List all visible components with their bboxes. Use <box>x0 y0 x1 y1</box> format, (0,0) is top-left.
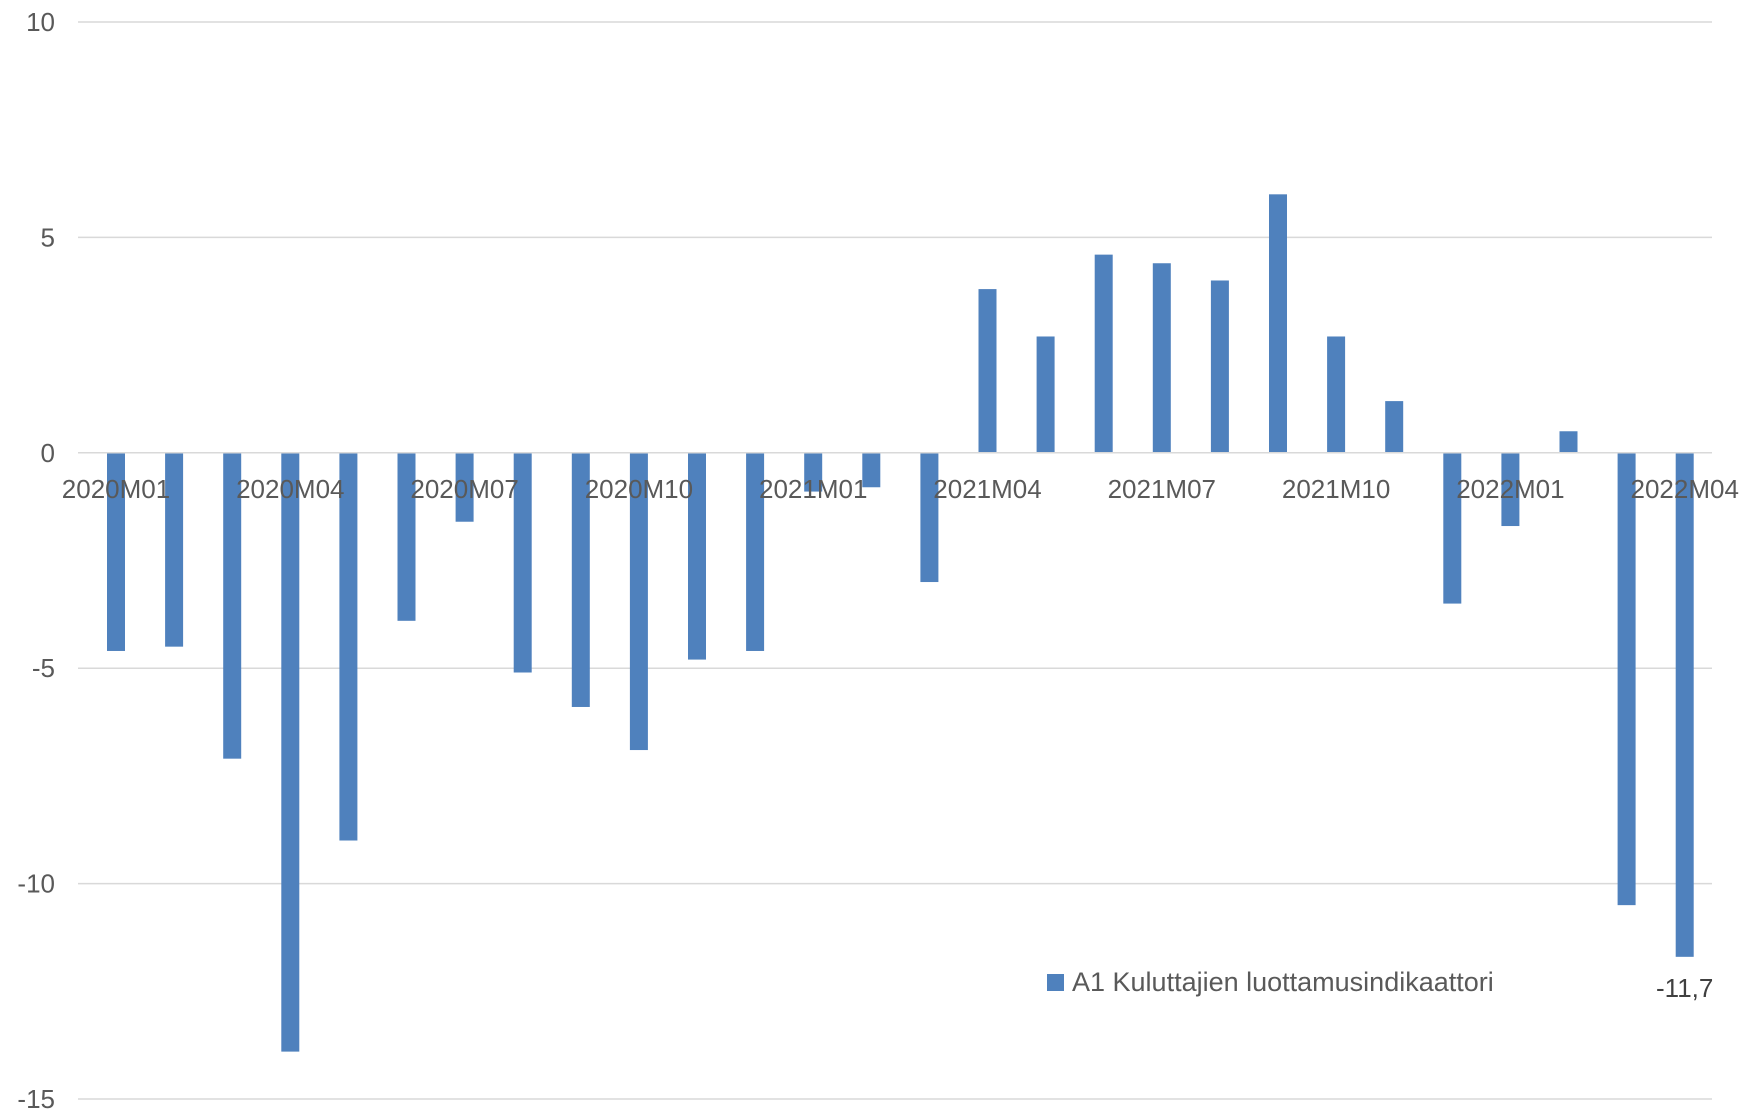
bar: 2021M11: 1.2 <box>1385 401 1404 453</box>
bar: 2021M07: 4.4 <box>1152 263 1171 453</box>
gridlines <box>78 21 1712 1100</box>
y-tick-label: 5 <box>41 222 55 252</box>
bar: 2022M02: 0.5 <box>1559 431 1578 453</box>
y-tick-label: -10 <box>17 869 55 899</box>
bar: 2021M03: -3 <box>920 452 939 583</box>
bar-series: 2020M01: -4.62020M02: -4.52020M03: -7.12… <box>107 194 1694 1052</box>
bar: 2020M02: -4.5 <box>165 452 184 647</box>
x-tick-label: 2021M01 <box>759 474 867 504</box>
data-label: -11,7 <box>1656 973 1713 1003</box>
x-tick-label: 2021M04 <box>933 474 1041 504</box>
bar: 2020M11: -4.8 <box>688 452 706 660</box>
bar: 2020M09: -5.9 <box>571 452 590 707</box>
x-tick-label: 2020M07 <box>410 474 518 504</box>
bar: 2022M03: -10.5 <box>1617 452 1636 906</box>
bar: 2020M10: -6.9 <box>629 452 648 751</box>
bar: 2020M12: -4.6 <box>746 452 765 651</box>
bar: 2020M01: -4.6 <box>107 452 125 651</box>
x-tick-label: 2020M01 <box>62 474 170 504</box>
bar: 2020M08: -5.1 <box>513 452 532 673</box>
legend-swatch <box>1047 974 1064 991</box>
y-tick-label: 0 <box>41 438 55 468</box>
x-tick-label: 2020M04 <box>236 474 344 504</box>
y-tick-label: 10 <box>26 7 55 37</box>
bar: 2021M12: -3.5 <box>1443 452 1462 604</box>
bar: 2020M07: -1.6 <box>455 452 474 522</box>
bar: 2021M01: -0.9 <box>804 452 823 492</box>
data-labels: -11,7 <box>1656 973 1713 1003</box>
bar: 2021M05: 2.7 <box>1036 336 1055 453</box>
bar: 2021M02: -0.8 <box>862 452 881 488</box>
bar: 2020M03: -7.1 <box>223 452 242 759</box>
x-tick-label: 2022M01 <box>1456 474 1564 504</box>
y-tick-label: -5 <box>32 653 55 683</box>
x-tick-label: 2021M10 <box>1282 474 1390 504</box>
legend-label: A1 Kuluttajien luottamusindikaattori <box>1072 967 1494 997</box>
y-axis: 10 5 0 -5 -10 -15 <box>17 7 55 1109</box>
bar: 2021M10: 2.7 <box>1327 336 1346 453</box>
bar: 2022M04: -11.7 <box>1675 452 1694 957</box>
bar: 2021M04: 3.8 <box>978 289 997 453</box>
legend: A1 Kuluttajien luottamusindikaattori <box>1047 967 1494 997</box>
bar: 2020M05: -9 <box>339 452 358 841</box>
bar: 2020M04: -13.9 <box>281 452 300 1052</box>
x-tick-label: 2020M10 <box>585 474 693 504</box>
bar: 2021M06: 4.6 <box>1094 254 1113 453</box>
x-tick-label: 2022M04 <box>1630 474 1738 504</box>
bar: 2022M01: -1.7 <box>1501 452 1520 527</box>
bar: 2021M09: 6 <box>1269 194 1287 453</box>
y-tick-label: -15 <box>17 1084 55 1109</box>
bar: 2021M08: 4 <box>1210 280 1229 453</box>
x-axis: 2020M01 2020M04 2020M07 2020M10 2021M01 2021M… <box>62 474 1739 504</box>
x-tick-label: 2021M07 <box>1108 474 1216 504</box>
bar: 2020M06: -3.9 <box>397 452 416 621</box>
